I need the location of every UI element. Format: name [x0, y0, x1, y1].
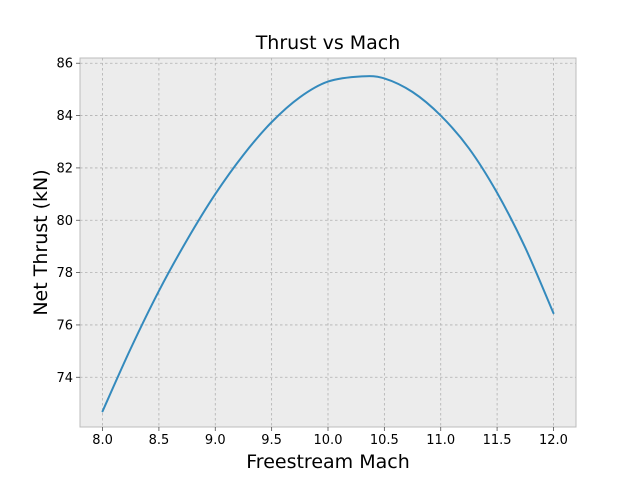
x-tick-label: 10.0 [314, 433, 343, 448]
chart-title: Thrust vs Mach [255, 32, 401, 54]
x-tick-label: 8.5 [149, 433, 170, 448]
y-tick-label: 82 [56, 161, 73, 176]
series-group [101, 75, 555, 413]
y-tick-label: 84 [56, 109, 73, 124]
y-tick-label: 80 [56, 214, 73, 229]
x-tick-label: 8.0 [92, 433, 113, 448]
x-tick-label: 11.5 [483, 433, 512, 448]
y-tick-label: 76 [56, 318, 73, 333]
y-tick-label: 74 [56, 371, 73, 386]
y-axis-label: Net Thrust (kN) [30, 169, 52, 315]
x-tick-label: 9.0 [205, 433, 226, 448]
x-tick-label: 11.0 [426, 433, 455, 448]
x-tick-label: 10.5 [370, 433, 399, 448]
axis-ticks: 8.0 8.5 9.0 9.5 10.0 10.5 11.0 11.5 12.0 74 76 78 80… [56, 57, 567, 448]
x-tick-label: 9.5 [261, 433, 282, 448]
grid [80, 58, 576, 427]
thrust-series-line [101, 75, 555, 413]
x-tick-label: 12.0 [539, 433, 568, 448]
y-tick-label: 86 [56, 57, 73, 72]
y-tick-label: 78 [56, 266, 73, 281]
x-axis-label: Freestream Mach [246, 451, 409, 473]
